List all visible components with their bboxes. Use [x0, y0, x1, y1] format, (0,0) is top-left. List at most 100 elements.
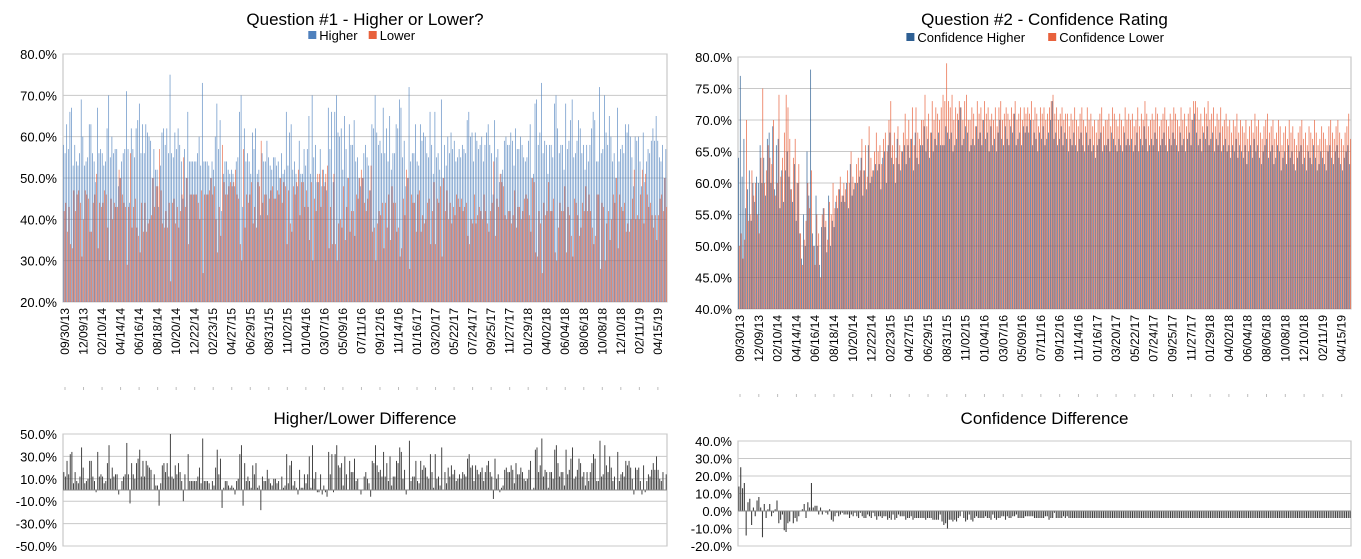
bar-higher	[604, 95, 605, 302]
bar-difference	[526, 478, 528, 490]
bar-higher	[473, 161, 475, 302]
bar-higher	[130, 128, 132, 302]
bar-difference	[1140, 511, 1143, 518]
bar-confidence-lower	[1195, 101, 1196, 309]
bar-confidence-higher	[941, 145, 943, 309]
bar-higher	[363, 153, 365, 302]
bar-confidence-higher	[1268, 157, 1269, 309]
bar-higher	[127, 149, 129, 302]
bar-difference	[150, 469, 152, 490]
bar-confidence-lower	[910, 138, 911, 309]
bar-lower	[546, 211, 548, 302]
bar-confidence-higher	[945, 126, 947, 309]
bar-difference	[928, 511, 930, 518]
bar-difference	[763, 504, 765, 511]
bar-difference	[352, 472, 354, 490]
bar-confidence-higher	[763, 157, 765, 309]
bar-confidence-lower	[1025, 113, 1027, 309]
bar-difference	[1189, 511, 1192, 518]
bar-confidence-higher	[1100, 132, 1102, 309]
bar-lower	[89, 231, 91, 302]
bar-higher	[159, 165, 161, 302]
bar-confidence-lower	[1178, 126, 1180, 309]
bar-difference	[473, 481, 475, 490]
bar-difference	[244, 463, 246, 490]
bar-difference	[103, 483, 105, 490]
bar-difference	[476, 469, 478, 490]
bar-confidence-higher	[822, 208, 824, 309]
bar-difference	[1032, 511, 1034, 517]
bar-lower	[516, 227, 517, 302]
bar-difference	[471, 465, 473, 490]
bar-confidence-lower	[1184, 113, 1186, 309]
bar-confidence-lower	[1007, 113, 1009, 309]
bar-difference	[155, 485, 157, 490]
bar-difference	[892, 511, 894, 515]
bar-lower	[662, 211, 664, 302]
bar-confidence-higher	[1069, 138, 1071, 309]
bar-lower	[367, 198, 369, 302]
bar-lower	[246, 194, 248, 302]
x-tick-label: 02/10/14	[95, 308, 109, 355]
bar-confidence-higher	[875, 164, 876, 309]
chart-title: Question #1 - Higher or Lower?	[246, 10, 483, 29]
bar-difference	[349, 460, 351, 490]
bar-difference	[1117, 511, 1119, 518]
bar-difference	[391, 485, 393, 490]
bar-difference	[344, 456, 346, 490]
bar-lower	[333, 173, 335, 302]
x-tick-label: 09/30/13	[733, 315, 747, 362]
bar-difference	[295, 487, 297, 490]
bar-confidence-lower	[991, 113, 993, 309]
bar-difference	[400, 451, 402, 490]
bar-confidence-lower	[1252, 132, 1254, 309]
bar-higher	[72, 165, 74, 302]
bar-confidence-lower	[1058, 120, 1059, 309]
bar-confidence-lower	[1103, 126, 1104, 309]
bar-confidence-higher	[992, 145, 994, 309]
bar-difference	[483, 481, 485, 490]
bar-confidence-lower	[930, 132, 931, 309]
bar-difference	[231, 485, 233, 490]
bar-confidence-lower	[818, 233, 820, 309]
bar-confidence-higher	[920, 145, 921, 309]
bar-higher	[600, 153, 602, 302]
bar-difference	[861, 511, 863, 517]
bar-difference	[1160, 511, 1163, 518]
bar-difference	[505, 467, 507, 490]
bar-confidence-lower	[749, 214, 751, 309]
bar-difference	[781, 511, 783, 515]
bar-higher	[84, 165, 85, 302]
bar-lower	[441, 256, 443, 302]
x-tick-label: 07/24/17	[1147, 315, 1161, 362]
bar-difference	[1142, 511, 1144, 518]
bar-difference	[1331, 511, 1333, 518]
bar-higher	[348, 124, 350, 303]
bar-confidence-higher	[860, 157, 862, 309]
bar-confidence-lower	[1113, 113, 1115, 309]
bar-confidence-lower	[1068, 126, 1070, 309]
bar-confidence-higher	[1179, 132, 1181, 309]
bar-difference	[887, 511, 889, 520]
bar-difference	[1278, 511, 1280, 518]
bar-lower	[68, 206, 70, 302]
bar-difference	[142, 460, 144, 490]
bar-lower	[273, 198, 275, 302]
x-tick-label: 02/23/15	[206, 308, 220, 355]
bar-higher	[119, 178, 121, 302]
bar-lower	[238, 198, 239, 302]
bar-difference	[1072, 511, 1074, 518]
bar-confidence-higher	[752, 183, 754, 309]
bar-confidence-higher	[1320, 151, 1322, 309]
bar-higher	[431, 144, 433, 302]
bar-lower	[551, 211, 553, 302]
bar-confidence-higher	[1192, 120, 1194, 309]
bar-higher	[153, 149, 155, 302]
bar-higher	[74, 144, 76, 302]
bar-higher	[531, 178, 533, 302]
bar-confidence-higher	[1071, 145, 1073, 309]
bar-confidence-lower	[738, 246, 740, 309]
bar-difference	[213, 485, 215, 490]
bar-confidence-higher	[828, 195, 830, 309]
bar-difference	[215, 467, 217, 490]
